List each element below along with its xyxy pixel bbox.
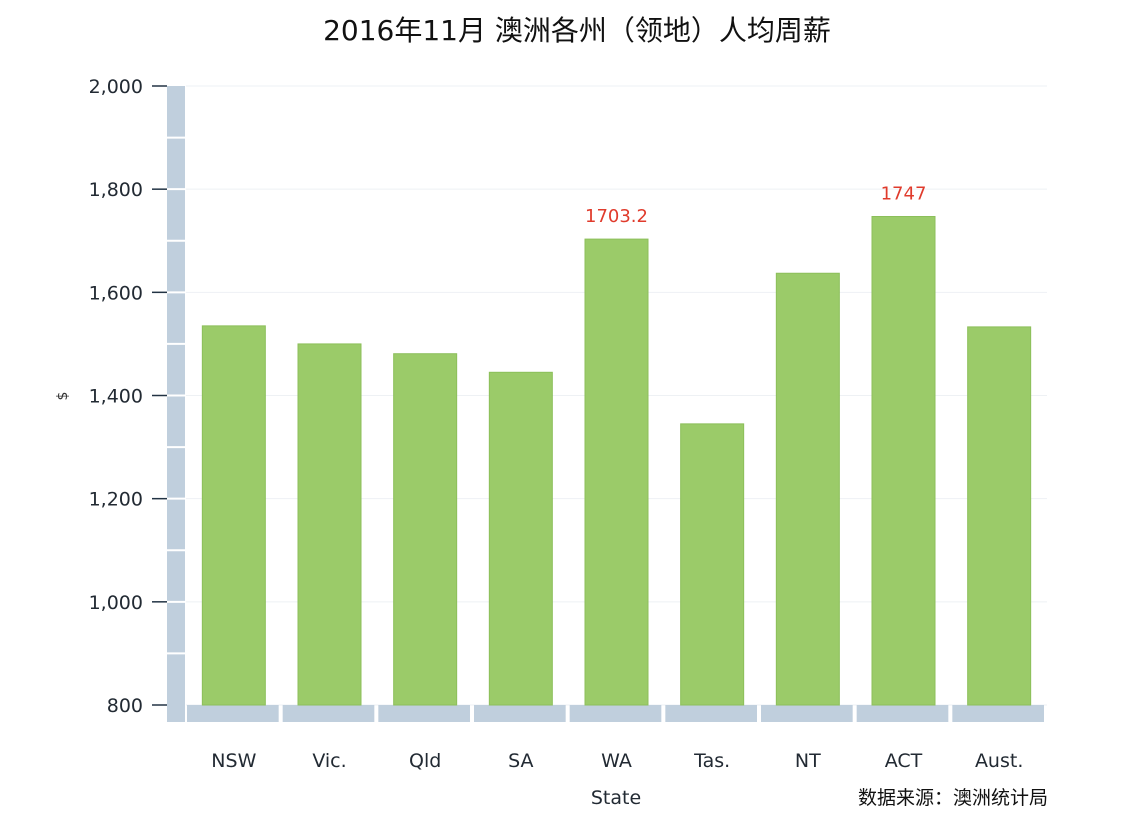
- chart-title: 2016年11月 澳洲各州（领地）人均周薪: [323, 14, 831, 47]
- bar-tas: [680, 423, 745, 706]
- y-tick-label: 1,800: [89, 179, 143, 201]
- data-label: 1703.2: [585, 206, 648, 227]
- bar-aust: [967, 326, 1032, 706]
- x-tick-label: NSW: [211, 750, 256, 772]
- x-tick-label: Vic.: [312, 750, 346, 772]
- y-axis-title: $: [55, 392, 71, 401]
- y-tick-label: 1,600: [89, 282, 143, 304]
- x-tick-label: Tas.: [693, 750, 730, 772]
- bar-wa: [584, 238, 649, 706]
- x-tick-label: Aust.: [975, 750, 1023, 772]
- data-label: 1747: [881, 184, 927, 205]
- x-axis-title: State: [591, 787, 641, 809]
- x-axis-band-segment: [474, 705, 566, 722]
- bar-vic: [297, 343, 362, 706]
- bar-act: [871, 216, 936, 706]
- bar-sa: [488, 371, 553, 706]
- y-tick-label: 1,200: [89, 489, 143, 511]
- axis-bands: [167, 86, 1044, 722]
- bar-nt: [775, 272, 840, 706]
- x-axis-band-segment: [187, 705, 279, 722]
- y-tick-label: 1,000: [89, 592, 143, 614]
- x-tick-label: WA: [601, 750, 632, 772]
- data-labels: 1703.2 1747: [585, 184, 926, 228]
- x-tick-label: SA: [508, 750, 533, 772]
- bar-qld: [393, 353, 458, 706]
- x-axis-band-segment: [952, 705, 1044, 722]
- bars: [201, 216, 1032, 706]
- x-axis-band-segment: [282, 705, 375, 722]
- x-axis-band-segment: [856, 705, 949, 722]
- x-axis-band-segment: [665, 705, 757, 722]
- x-axis-labels: NSW Vic. Qld SA WA Tas. NT ACT Aust.: [211, 750, 1023, 772]
- x-axis-band-segment: [378, 705, 470, 722]
- x-axis-band-segment: [761, 705, 853, 722]
- source-note: 数据来源：澳洲统计局: [858, 787, 1048, 809]
- y-tick-label: 800: [107, 695, 143, 717]
- x-tick-label: NT: [795, 750, 821, 772]
- y-axis-band: [167, 86, 185, 722]
- bar-nsw: [201, 325, 266, 706]
- x-tick-label: ACT: [885, 750, 923, 772]
- y-tick-label: 2,000: [89, 76, 143, 98]
- x-axis-band-segment: [569, 705, 662, 722]
- y-tick-label: 1,400: [89, 386, 143, 408]
- x-tick-label: Qld: [409, 750, 441, 772]
- y-axis-ticks: 800 1,000 1,200 1,400 1,600 1,800 2,000: [89, 76, 167, 717]
